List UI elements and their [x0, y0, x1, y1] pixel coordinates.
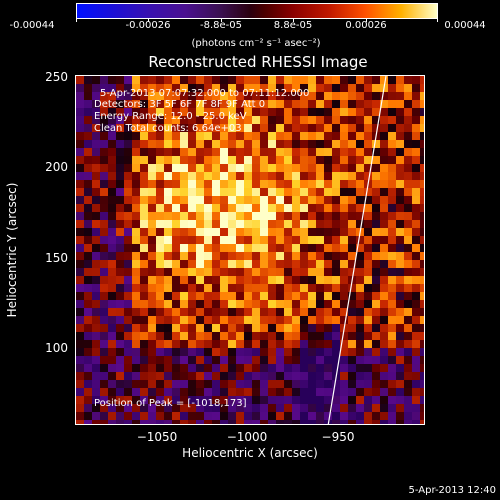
colorbar-tick: 0.00026: [345, 20, 387, 31]
y-tick: 100: [45, 341, 68, 355]
colorbar: -0.00044 -0.00026 -8.8e-05 8.8e-05 0.000…: [0, 0, 500, 60]
colorbar-units: (photons cm⁻² s⁻¹ asec⁻²): [191, 38, 321, 49]
info-time: 5-Apr-2013 07:07:32.000 to 07:11:12.000: [100, 88, 310, 99]
y-tick: 150: [45, 251, 68, 265]
limb-line: [327, 76, 387, 424]
rhessi-image-plot: [75, 75, 425, 425]
colorbar-tick: 8.8e-05: [273, 20, 313, 31]
y-tick: 250: [45, 70, 68, 84]
colorbar-gradient: [76, 3, 438, 19]
info-peak: Position of Peak = [-1018,173]: [94, 398, 247, 409]
plot-timestamp: 5-Apr-2013 12:40: [408, 485, 496, 496]
info-detectors: Detectors: 3F 5F 6F 7F 8F 9F Att 0: [94, 99, 266, 110]
x-tick: −1050: [136, 430, 178, 444]
info-algorithm: Clean Total counts: 6.64e+03: [94, 123, 242, 134]
plot-title: Reconstructed RHESSI Image: [148, 53, 368, 71]
colorbar-tick: -8.8e-05: [200, 20, 242, 31]
y-axis-label: Heliocentric Y (arcsec): [5, 182, 19, 318]
colorbar-tick: -0.00044: [9, 20, 55, 31]
colorbar-tick: 0.00044: [444, 20, 486, 31]
x-axis-label: Heliocentric X (arcsec): [182, 446, 318, 460]
y-tick: 200: [45, 160, 68, 174]
colorbar-tick: -0.00026: [125, 20, 171, 31]
heatmap-image: [76, 76, 424, 424]
x-tick: −1000: [226, 430, 268, 444]
info-energy: Energy Range: 12.0 - 25.0 keV: [94, 111, 247, 122]
x-tick: −950: [321, 430, 355, 444]
